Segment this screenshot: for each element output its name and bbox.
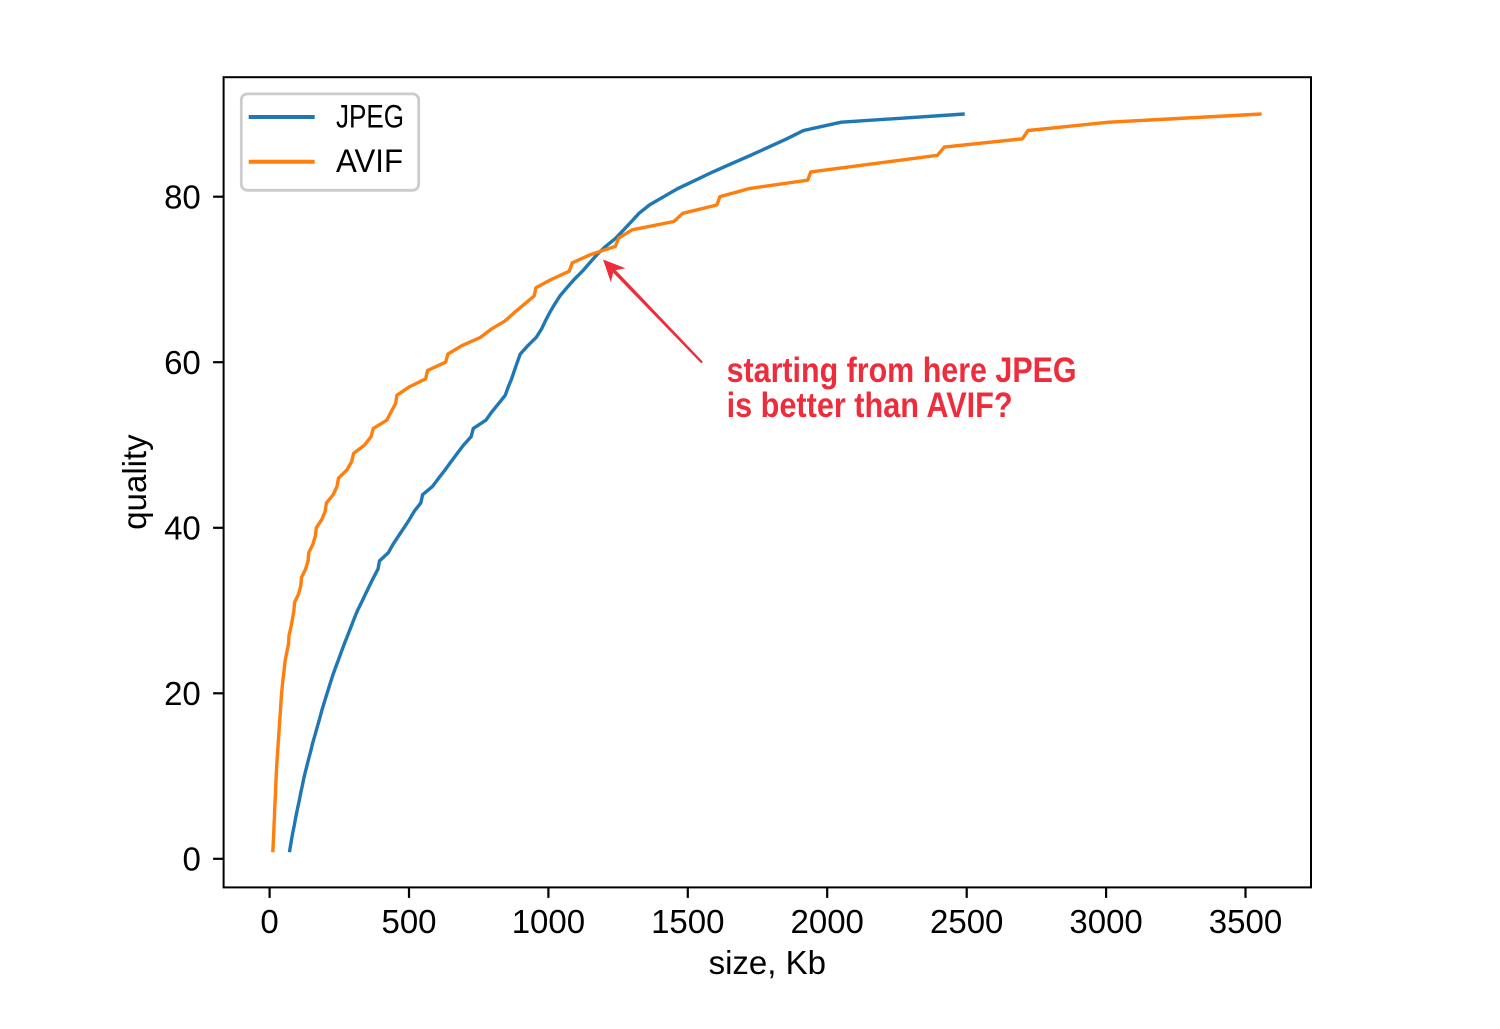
- svg-text:3500: 3500: [1209, 903, 1282, 940]
- svg-text:20: 20: [164, 675, 201, 712]
- svg-text:JPEG: JPEG: [336, 99, 404, 135]
- svg-text:is better than AVIF?: is better than AVIF?: [727, 386, 1013, 425]
- svg-text:0: 0: [260, 903, 278, 940]
- svg-text:AVIF: AVIF: [336, 143, 403, 179]
- svg-text:500: 500: [381, 903, 436, 940]
- svg-text:starting from here JPEG: starting from here JPEG: [727, 351, 1077, 390]
- svg-text:2000: 2000: [790, 903, 863, 940]
- svg-text:size, Kb: size, Kb: [709, 944, 826, 981]
- svg-text:60: 60: [164, 344, 201, 381]
- svg-text:1500: 1500: [651, 903, 724, 940]
- svg-text:0: 0: [182, 841, 200, 878]
- svg-text:2500: 2500: [930, 903, 1003, 940]
- svg-text:80: 80: [164, 179, 201, 216]
- svg-text:1000: 1000: [512, 903, 585, 940]
- svg-text:40: 40: [164, 510, 201, 547]
- svg-text:quality: quality: [116, 434, 153, 530]
- svg-text:3000: 3000: [1069, 903, 1142, 940]
